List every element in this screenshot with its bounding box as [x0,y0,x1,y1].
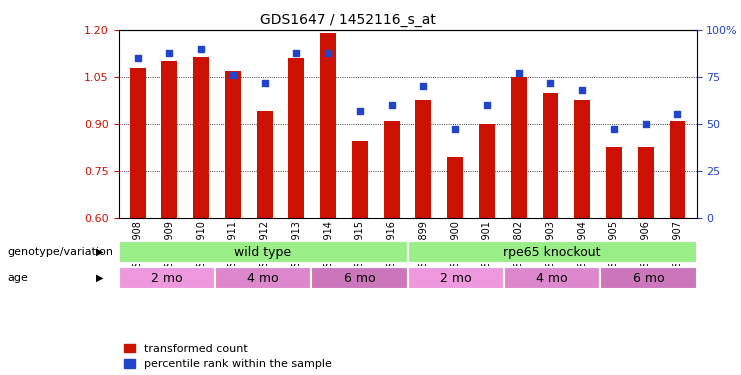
Text: 2 mo: 2 mo [440,272,471,285]
Bar [320,33,336,375]
Bar [408,241,697,263]
Text: 6 mo: 6 mo [344,272,375,285]
Bar [162,61,177,375]
Bar [574,100,590,375]
Text: 4 mo: 4 mo [536,272,568,285]
Text: GDS1647 / 1452116_s_at: GDS1647 / 1452116_s_at [260,13,436,27]
Bar [193,57,209,375]
Point [290,50,302,55]
Text: genotype/variation: genotype/variation [7,247,113,257]
Bar [600,267,697,290]
Point [322,50,334,55]
Point [481,102,493,108]
Text: 4 mo: 4 mo [247,272,279,285]
Text: age: age [7,273,28,283]
Point [164,50,176,55]
Point [576,87,588,93]
Bar [215,267,311,290]
Text: 6 mo: 6 mo [633,272,664,285]
Bar [448,157,463,375]
Bar [638,147,654,375]
Bar [408,267,504,290]
Text: ▶: ▶ [96,273,104,283]
Point [671,111,683,117]
Bar [352,141,368,375]
Point [545,80,556,86]
Bar [130,68,145,375]
Point [259,80,270,86]
Bar [606,147,622,375]
Point [354,108,366,114]
Point [417,83,429,89]
Bar [542,93,559,375]
Point [449,126,461,132]
Bar [416,100,431,375]
Bar [511,77,527,375]
Point [513,70,525,76]
Point [227,72,239,78]
Text: wild type: wild type [234,246,292,259]
Bar [479,124,495,375]
Bar [384,121,399,375]
Bar [288,58,305,375]
Point [639,121,651,127]
Bar [311,267,408,290]
Bar [119,241,408,263]
Bar [119,267,215,290]
Point [195,46,207,52]
Text: rpe65 knockout: rpe65 knockout [503,246,601,259]
Bar [504,267,600,290]
Legend: transformed count, percentile rank within the sample: transformed count, percentile rank withi… [124,344,332,369]
Bar [670,121,685,375]
Point [386,102,398,108]
Text: 2 mo: 2 mo [151,272,182,285]
Bar [256,111,273,375]
Point [608,126,620,132]
Text: ▶: ▶ [96,247,104,257]
Point [132,55,144,61]
Bar [225,70,241,375]
